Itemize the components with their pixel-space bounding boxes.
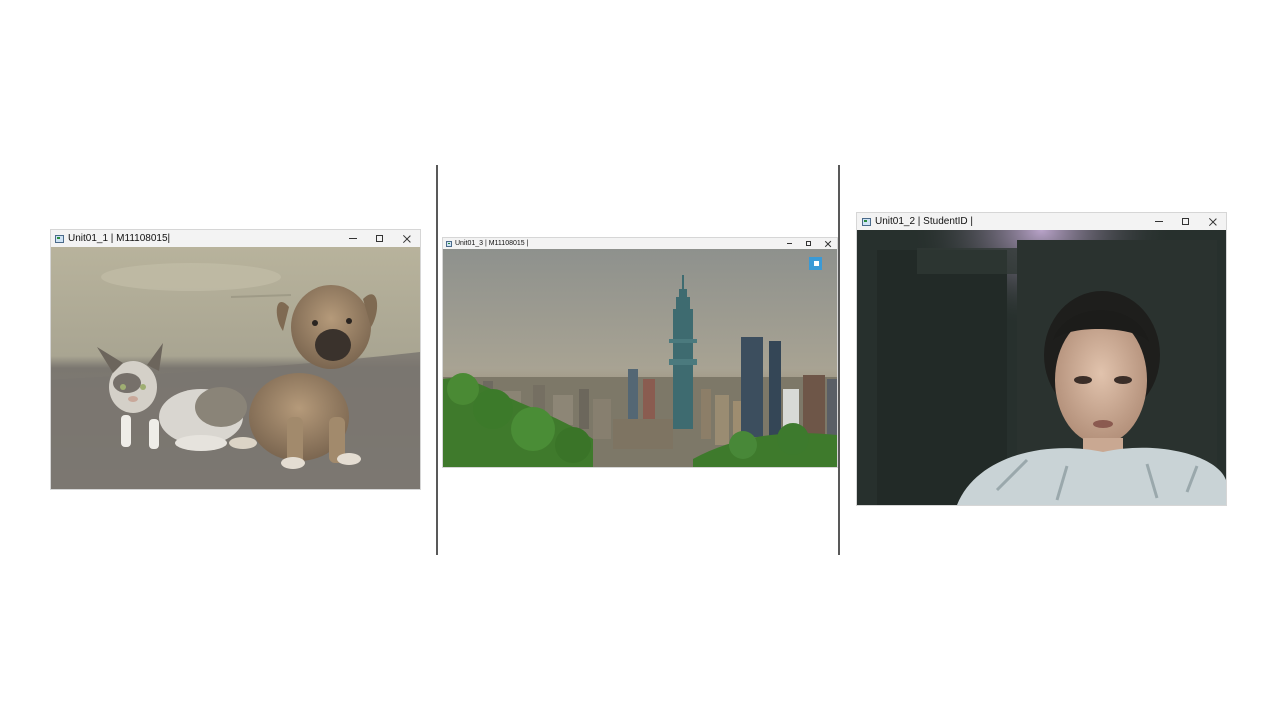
window-titlebar[interactable]: Unit01_3 | M11108015 | xyxy=(443,238,837,249)
window-titlebar[interactable]: Unit01_2 | StudentID | xyxy=(857,213,1226,230)
window-title: Unit01_2 | StudentID | xyxy=(875,216,974,227)
image-window-unit01-1[interactable]: Unit01_1 | M11108015| xyxy=(51,230,420,489)
image-window-unit01-3[interactable]: Unit01_3 | M11108015 | xyxy=(443,238,837,467)
window-titlebar[interactable]: Unit01_1 | M11108015| xyxy=(51,230,420,247)
close-icon xyxy=(1209,218,1217,226)
app-icon xyxy=(446,240,452,247)
maximize-icon xyxy=(806,241,811,246)
close-button[interactable] xyxy=(393,230,420,247)
divider-right xyxy=(838,165,840,555)
maximize-button[interactable] xyxy=(1172,213,1199,230)
image-canvas xyxy=(51,247,420,489)
window-title: Unit01_1 | M11108015| xyxy=(68,233,171,244)
webcam-feed-image xyxy=(857,230,1226,505)
close-icon xyxy=(825,241,831,247)
maximize-icon xyxy=(376,235,383,242)
window-controls xyxy=(780,238,837,249)
close-icon xyxy=(403,235,411,243)
minimize-button[interactable] xyxy=(339,230,366,247)
minimize-button[interactable] xyxy=(1145,213,1172,230)
image-window-unit01-2[interactable]: Unit01_2 | StudentID | xyxy=(857,213,1226,505)
minimize-button[interactable] xyxy=(780,238,799,249)
app-icon xyxy=(862,217,871,226)
window-controls xyxy=(1145,213,1226,230)
window-controls xyxy=(339,230,420,247)
maximize-button[interactable] xyxy=(366,230,393,247)
close-button[interactable] xyxy=(1199,213,1226,230)
image-canvas xyxy=(443,249,837,467)
close-button[interactable] xyxy=(818,238,837,249)
minimize-icon xyxy=(1154,221,1163,222)
cat-and-puppy-photo xyxy=(51,247,420,489)
webcam-canvas xyxy=(857,230,1226,505)
divider-left xyxy=(436,165,438,555)
app-icon xyxy=(55,234,64,243)
maximize-icon xyxy=(1182,218,1189,225)
minimize-icon xyxy=(787,243,792,244)
maximize-button[interactable] xyxy=(799,238,818,249)
window-title: Unit01_3 | M11108015 | xyxy=(455,240,529,247)
minimize-icon xyxy=(348,238,357,239)
taipei-skyline-photo xyxy=(443,249,837,467)
